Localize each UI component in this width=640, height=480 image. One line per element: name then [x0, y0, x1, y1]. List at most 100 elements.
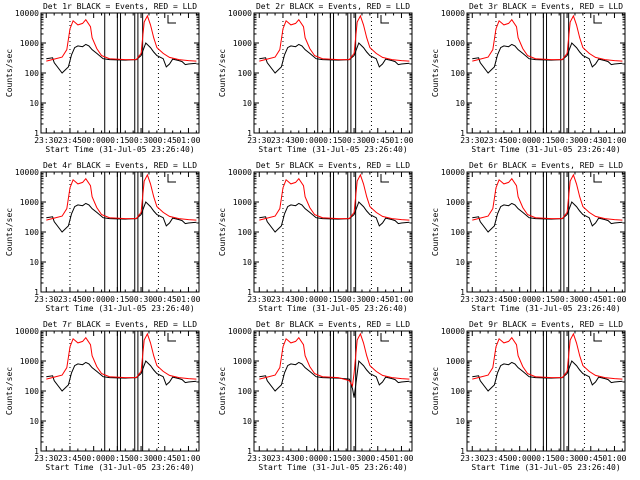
y-tick-label: 100 [238, 228, 253, 237]
corner-glyph [380, 333, 389, 342]
x-axis-title: Start Time (31-Jul-05 23:26:40) [471, 145, 620, 154]
y-tick-label: 100 [238, 69, 253, 78]
y-tick-label: 10 [242, 258, 252, 267]
plot-frame [40, 12, 200, 134]
panel-det-2: 1 10 100 1000 10000 23:30 23:43 00:00 00:15 00:30… [218, 2, 414, 154]
corner-glyph [593, 333, 602, 342]
y-tick-label: 100 [451, 228, 466, 237]
x-tick-label: 23:30 [34, 295, 58, 304]
y-tick-label: 1 [247, 288, 252, 297]
panel-title: Det 9r BLACK = Events, RED = LLD [469, 320, 623, 329]
y-tick-label: 1 [460, 447, 465, 456]
y-tick-label: 10000 [228, 168, 252, 177]
y-tick-label: 100 [25, 69, 40, 78]
x-tick-label: 00:00 [295, 454, 319, 463]
y-tick-label: 100 [238, 387, 253, 396]
x-axis-title: Start Time (31-Jul-05 23:26:40) [471, 304, 620, 313]
corner-glyph [593, 15, 602, 24]
panel-det-8: 1 10 100 1000 10000 23:30 23:43 00:00 00:15 00:30… [218, 320, 414, 472]
x-tick-label: 00:30 [555, 454, 579, 463]
x-axis-title: Start Time (31-Jul-05 23:26:40) [258, 304, 407, 313]
y-tick-label: 10000 [228, 327, 252, 336]
x-tick-label: 00:15 [318, 454, 342, 463]
plot-frame [253, 330, 413, 452]
x-tick-label: 00:45 [579, 295, 603, 304]
x-tick-label: 00:45 [366, 454, 390, 463]
x-tick-label: 23:30 [460, 454, 484, 463]
x-tick-label: 00:00 [82, 295, 106, 304]
x-tick-label: 23:43 [271, 454, 295, 463]
plot-frame [466, 12, 626, 134]
corner-glyph [380, 15, 389, 24]
x-tick-label: 01:00 [176, 295, 200, 304]
y-tick-label: 10 [29, 417, 39, 426]
y-tick-label: 1000 [446, 198, 465, 207]
x-tick-label: 00:45 [153, 454, 177, 463]
corner-glyph [380, 174, 389, 183]
y-tick-label: 1 [34, 129, 39, 138]
series-line-lld [46, 173, 197, 221]
x-tick-label: 00:30 [555, 136, 579, 145]
x-tick-label: 23:45 [58, 454, 82, 463]
x-tick-label: 00:15 [105, 136, 129, 145]
x-tick-label: 00:15 [531, 295, 555, 304]
y-axis-title: Counts/sec [218, 367, 227, 415]
y-tick-label: 10000 [441, 168, 465, 177]
panel-det-4: 1 10 100 1000 10000 23:30 23:45 00:00 00:15 00:30… [5, 161, 201, 313]
y-tick-label: 1000 [233, 39, 252, 48]
y-tick-label: 10 [455, 99, 465, 108]
x-tick-label: 23:30 [34, 136, 58, 145]
y-axis-title: Counts/sec [218, 49, 227, 97]
x-tick-label: 00:30 [342, 295, 366, 304]
x-axis-title: Start Time (31-Jul-05 23:26:40) [45, 463, 194, 472]
x-tick-label: 00:30 [342, 136, 366, 145]
series-line-lld [259, 332, 410, 388]
x-tick-label: 00:15 [318, 136, 342, 145]
x-tick-label: 00:15 [105, 295, 129, 304]
plot-frame [40, 330, 200, 452]
x-tick-label: 23:45 [484, 136, 508, 145]
plot-frame [253, 12, 413, 134]
panel-title: Det 1r BLACK = Events, RED = LLD [43, 2, 197, 11]
x-tick-label: 00:00 [508, 136, 532, 145]
x-tick-label: 00:00 [508, 454, 532, 463]
y-tick-label: 1 [34, 447, 39, 456]
y-tick-label: 1000 [20, 198, 39, 207]
x-tick-label: 00:00 [82, 454, 106, 463]
x-axis-title: Start Time (31-Jul-05 23:26:40) [45, 304, 194, 313]
x-tick-label: 01:00 [389, 136, 413, 145]
y-tick-label: 100 [25, 228, 40, 237]
panel-det-1: 1 10 100 1000 10000 23:30 23:45 00:00 00:15 00:30… [5, 2, 201, 154]
series-line-lld [46, 332, 197, 380]
plot-frame [40, 171, 200, 293]
plot-frame [253, 171, 413, 293]
y-tick-label: 1 [247, 129, 252, 138]
y-tick-label: 1 [460, 288, 465, 297]
y-tick-label: 1000 [446, 357, 465, 366]
x-axis-title: Start Time (31-Jul-05 23:26:40) [471, 463, 620, 472]
y-tick-label: 10 [242, 417, 252, 426]
y-tick-label: 1000 [20, 357, 39, 366]
y-axis-title: Counts/sec [5, 208, 14, 256]
series-line-lld [472, 173, 623, 221]
y-axis-title: Counts/sec [431, 49, 440, 97]
series-line-lld [46, 14, 197, 62]
panel-title: Det 6r BLACK = Events, RED = LLD [469, 161, 623, 170]
y-tick-label: 1 [247, 447, 252, 456]
x-tick-label: 23:30 [247, 454, 271, 463]
series-line-lld [472, 14, 623, 62]
x-tick-label: 23:30 [460, 295, 484, 304]
y-tick-label: 1 [460, 129, 465, 138]
x-tick-label: 00:30 [342, 454, 366, 463]
panel-title: Det 4r BLACK = Events, RED = LLD [43, 161, 197, 170]
y-tick-label: 1000 [233, 357, 252, 366]
y-tick-label: 1000 [446, 39, 465, 48]
x-tick-label: 00:30 [129, 136, 153, 145]
y-tick-label: 100 [451, 387, 466, 396]
x-tick-label: 01:00 [389, 295, 413, 304]
plot-frame [466, 171, 626, 293]
x-tick-label: 00:45 [153, 295, 177, 304]
y-tick-label: 10 [455, 258, 465, 267]
x-tick-label: 23:30 [460, 136, 484, 145]
